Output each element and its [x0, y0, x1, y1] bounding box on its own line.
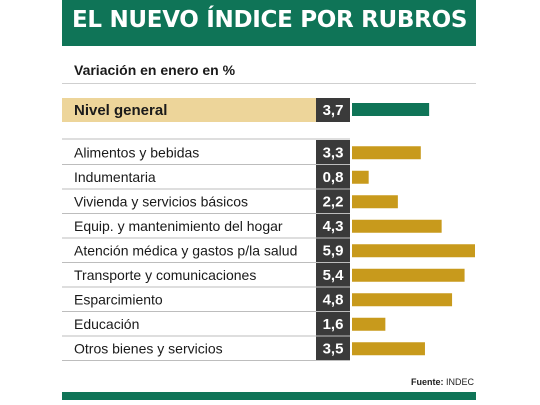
source-value: INDEC [445, 377, 474, 387]
category-bar [352, 342, 425, 356]
source-label: Fuente: [410, 377, 444, 387]
category-label: Vivienda y servicios básicos [74, 193, 248, 209]
highlight-value-box [316, 98, 350, 122]
value-label: 4,8 [323, 291, 344, 308]
value-label: 3,5 [323, 340, 344, 357]
highlight-bar [352, 103, 430, 116]
value-label: 3,3 [323, 144, 344, 161]
category-label: Alimentos y bebidas [74, 144, 199, 160]
category-label: Atención médica y gastos p/la salud [74, 242, 297, 258]
source-note: Fuente: INDEC [411, 377, 474, 387]
chart-title: EL NUEVO ÍNDICE POR RUBROS [72, 7, 468, 33]
value-label: 5,9 [323, 242, 344, 259]
chart-subtitle: Variación en enero en % [74, 62, 236, 78]
category-bar [352, 244, 475, 258]
category-bar [352, 219, 442, 233]
value-label: 0,8 [323, 169, 344, 186]
category-bar [352, 293, 453, 307]
category-bar [352, 317, 386, 331]
value-label: 2,2 [323, 193, 344, 210]
category-label: Equip. y mantenimiento del hogar [74, 218, 283, 234]
category-label: Transporte y comunicaciones [74, 267, 256, 283]
title-bar: EL NUEVO ÍNDICE POR RUBROS [62, 0, 476, 46]
value-label: 1,6 [323, 316, 344, 333]
highlight-band [62, 98, 316, 122]
value-label: 4,3 [323, 218, 344, 235]
category-bar [352, 146, 421, 160]
category-label: Indumentaria [74, 169, 156, 185]
category-bar [352, 170, 369, 184]
value-column [316, 140, 350, 361]
category-bar [352, 195, 398, 209]
value-label: 5,4 [323, 267, 345, 284]
bottom-bar [62, 392, 476, 400]
category-label: Otros bienes y servicios [74, 340, 223, 356]
highlight-label: Nivel general [74, 102, 167, 119]
category-label: Educación [74, 316, 139, 332]
highlight-value: 3,7 [323, 102, 344, 119]
category-bar [352, 268, 465, 282]
header-divider [62, 83, 476, 84]
category-label: Esparcimiento [74, 291, 163, 307]
